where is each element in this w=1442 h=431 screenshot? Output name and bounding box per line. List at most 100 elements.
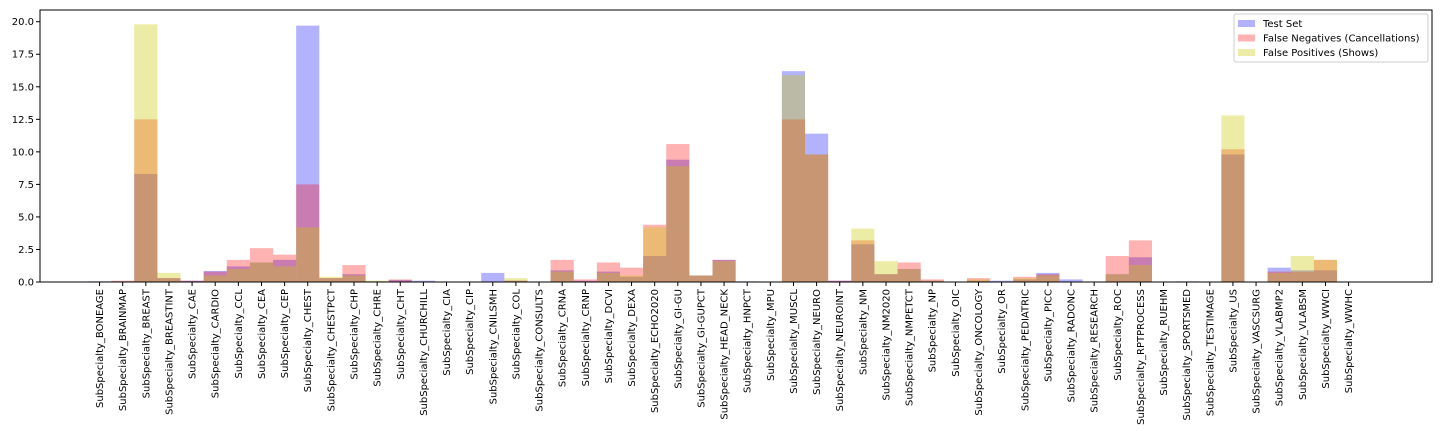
bar-series-0-SubSpecialty_DCVI	[596, 271, 620, 282]
bar-series-2-SubSpecialty_US	[1221, 115, 1245, 282]
bar-series-0-SubSpecialty_CEA	[249, 262, 274, 282]
x-tick-label: SubSpecialty_WWCI	[1321, 289, 1332, 389]
x-tick-label: SubSpecialty_GI-GUPCT	[696, 288, 707, 408]
bar-series-1-SubSpecialty_MUSCL	[781, 119, 806, 282]
x-tick-label: SubSpecialty_TESTIMAGE	[1205, 289, 1216, 416]
bar-series-2-SubSpecialty_DCVI	[596, 272, 620, 282]
x-tick-label: SubSpecialty_CAE	[188, 289, 199, 379]
x-tick-label: SubSpecialty_VLABSM	[1298, 289, 1309, 400]
x-tick-label: SubSpecialty_NEURO	[812, 289, 823, 395]
bar-series-2-SubSpecialty_CEA	[249, 262, 274, 282]
bar-series-1-SubSpecialty_RPTPROCESS	[1128, 240, 1152, 282]
x-tick-label: SubSpecialty_CHT	[396, 288, 407, 379]
bar-series-2-SubSpecialty_CHP	[342, 275, 366, 282]
bar-series-1-SubSpecialty_GI-GUPCT	[689, 275, 713, 282]
bar-series-2-SubSpecialty_ONCOLOGY	[966, 279, 991, 282]
x-tick-label: SubSpecialty_RESEARCH	[1090, 289, 1101, 413]
bar-series-0-SubSpecialty_CHESTPCT	[319, 278, 343, 282]
bar-series-1-SubSpecialty_CARDIO	[203, 271, 227, 282]
bar-series-0-SubSpecialty_VLABSM	[1290, 270, 1314, 282]
bar-series-1-SubSpecialty_NMPETCT	[897, 262, 921, 282]
x-tick-label: SubSpecialty_CHEST	[303, 288, 314, 392]
x-tick-label: SubSpecialty_ECHO2020	[650, 289, 661, 413]
x-tick-label: SubSpecialty_CCL	[234, 289, 245, 379]
x-tick-label: SubSpecialty_CIA	[442, 289, 453, 376]
bar-series-2-SubSpecialty_ROC	[1105, 274, 1129, 282]
x-tick-label: SubSpecialty_CONSULTS	[535, 289, 546, 412]
x-tick-label: SubSpecialty_COL	[511, 289, 522, 380]
x-tick-label: SubSpecialty_HNPCT	[743, 288, 754, 393]
x-tick-label: SubSpecialty_PICC	[1043, 289, 1054, 382]
bar-series-2-SubSpecialty_NM2020	[874, 261, 898, 282]
bar-series-0-SubSpecialty_DEXA	[619, 276, 644, 282]
bar-series-0-SubSpecialty_PICC	[1036, 272, 1060, 282]
x-tick-label: SubSpecialty_DEXA	[627, 289, 638, 387]
x-tick-label: SubSpecialty_CNILSMH	[488, 289, 499, 404]
legend-swatch-1	[1238, 34, 1255, 42]
bar-series-0-SubSpecialty_CHURCHILL	[411, 280, 435, 282]
legend-label-0: Test Set	[1262, 19, 1302, 30]
bar-series-0-SubSpecialty_GI-GU	[666, 159, 690, 282]
bar-series-2-SubSpecialty_HEAD_NECK	[712, 261, 736, 282]
legend-label-2: False Positives (Shows)	[1263, 48, 1378, 59]
x-tick-label: SubSpecialty_NP	[928, 289, 939, 372]
bar-series-0-SubSpecialty_WWCI	[1313, 270, 1338, 282]
bar-series-0-SubSpecialty_NM2020	[874, 274, 898, 282]
x-tick-label: SubSpecialty_BRAINMAP	[118, 289, 129, 411]
bar-series-0-SubSpecialty_NP	[920, 280, 944, 282]
bar-series-2-SubSpecialty_CRNA	[550, 271, 574, 282]
bar-series-0-SubSpecialty_CRNA	[550, 270, 574, 282]
bar-series-0-SubSpecialty_CHT	[388, 280, 412, 282]
bar-series-2-SubSpecialty_GI-GU	[666, 166, 690, 282]
bar-series-2-SubSpecialty_CARDIO	[203, 275, 227, 282]
bar-series-1-SubSpecialty_BREAST	[134, 119, 158, 282]
x-tick-label: SubSpecialty_PEDIATRIC	[1020, 289, 1031, 411]
bar-series-0-SubSpecialty_COL	[504, 280, 528, 282]
bar-series-2-SubSpecialty_VLABMP2	[1267, 272, 1291, 282]
bar-series-1-SubSpecialty_PEDIATRIC	[1013, 276, 1037, 282]
bar-series-2-SubSpecialty_PICC	[1036, 275, 1060, 282]
x-tick-label: SubSpecialty_CHESTPCT	[326, 288, 337, 411]
x-tick-label: SubSpecialty_OIC	[951, 289, 962, 377]
x-tick-label: SubSpecialty_RUEHM	[1159, 289, 1170, 396]
bar-series-0-SubSpecialty_ECHO2020	[643, 255, 667, 282]
y-tick-label: 10.0	[12, 147, 34, 158]
bar-series-0-SubSpecialty_CHP	[342, 274, 366, 282]
bar-series-2-SubSpecialty_CEP	[273, 266, 297, 282]
x-tick-label: SubSpecialty_SPORTSMED	[1182, 289, 1193, 421]
bar-series-0-SubSpecialty_ONCOLOGY	[966, 280, 991, 282]
bar-series-0-SubSpecialty_ROC	[1105, 274, 1129, 282]
x-tick-label: SubSpecialty_CIP	[465, 289, 476, 375]
x-tick-label: SubSpecialty_HEAD_NECK	[720, 289, 731, 420]
bar-series-1-SubSpecialty_ONCOLOGY	[966, 278, 991, 282]
x-tick-label: SubSpecialty_US	[1228, 289, 1239, 373]
y-tick-label: 17.5	[12, 50, 34, 61]
bar-series-2-SubSpecialty_GI-GUPCT	[689, 275, 713, 282]
x-tick-label: SubSpecialty_NEUROINT	[835, 288, 846, 411]
bar-series-0-SubSpecialty_MUSCL	[781, 71, 806, 282]
x-tick-label: SubSpecialty_CEP	[280, 289, 291, 378]
bar-series-0-SubSpecialty_OR	[990, 280, 1014, 282]
bar-series-1-SubSpecialty_NEURO	[805, 154, 829, 282]
bar-series-1-SubSpecialty_VLABSM	[1290, 271, 1314, 282]
x-tick-label: SubSpecialty_GI-GU	[673, 289, 684, 389]
bar-series-0-SubSpecialty_CHEST	[296, 25, 320, 283]
bar-series-2-SubSpecialty_NM	[851, 228, 875, 282]
bar-series-1-SubSpecialty_COL	[504, 280, 528, 282]
x-tick-label: SubSpecialty_NMPETCT	[905, 288, 916, 406]
bar-series-1-SubSpecialty_CHT	[388, 279, 412, 282]
bar-series-2-SubSpecialty_CHESTPCT	[319, 276, 343, 282]
bar-series-0-SubSpecialty_VLABMP2	[1267, 267, 1291, 282]
bar-series-0-SubSpecialty_RADONC	[1059, 279, 1083, 282]
bar-series-0-SubSpecialty_GI-GUPCT	[689, 275, 713, 282]
bar-series-0-SubSpecialty_CEP	[273, 259, 297, 282]
y-tick-label: 12.5	[12, 115, 34, 126]
legend-label-1: False Negatives (Cancellations)	[1263, 34, 1420, 45]
x-tick-label: SubSpecialty_BONEAGE	[95, 289, 106, 408]
x-tick-label: SubSpecialty_CARDIO	[211, 289, 222, 398]
bar-series-1-SubSpecialty_CRNP	[573, 279, 597, 282]
bar-series-2-SubSpecialty_NEURO	[805, 154, 829, 282]
x-tick-label: SubSpecialty_ONCOLOGY	[974, 288, 985, 415]
y-tick-label: 7.5	[18, 180, 34, 191]
bar-series-1-SubSpecialty_CEA	[249, 248, 274, 282]
